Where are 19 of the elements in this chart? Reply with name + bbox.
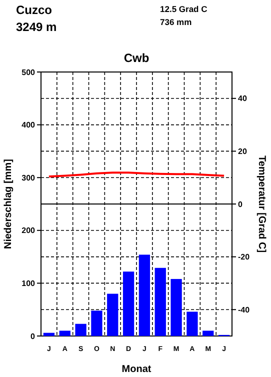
y2-tick-label: -20 [238, 252, 250, 262]
y-tick-label: 300 [22, 173, 36, 182]
text: 3249 m [16, 20, 57, 34]
text: 12.5 Grad C [160, 4, 208, 14]
x-axis-title: Monat [122, 364, 152, 375]
y-tick-label: 400 [22, 120, 36, 130]
y2-tick-label: 20 [238, 147, 248, 156]
y2-tick-label: 40 [238, 94, 248, 104]
y-tick-label: 100 [22, 279, 36, 288]
y-axis-title: Niederschlag [mm] [3, 158, 14, 250]
y2-tick-label: 0 [238, 200, 243, 209]
chart-title: Cwb [124, 51, 150, 65]
text: Cuzco [16, 3, 52, 17]
y-tick-label: 200 [22, 226, 36, 236]
y2-tick-label: -40 [238, 305, 250, 314]
y-tick-label: 500 [22, 68, 36, 77]
y2-axis-title: Temperatur [Grad C] [256, 155, 267, 253]
text: 736 mm [160, 17, 192, 27]
y-tick-label: 0 [30, 332, 36, 341]
